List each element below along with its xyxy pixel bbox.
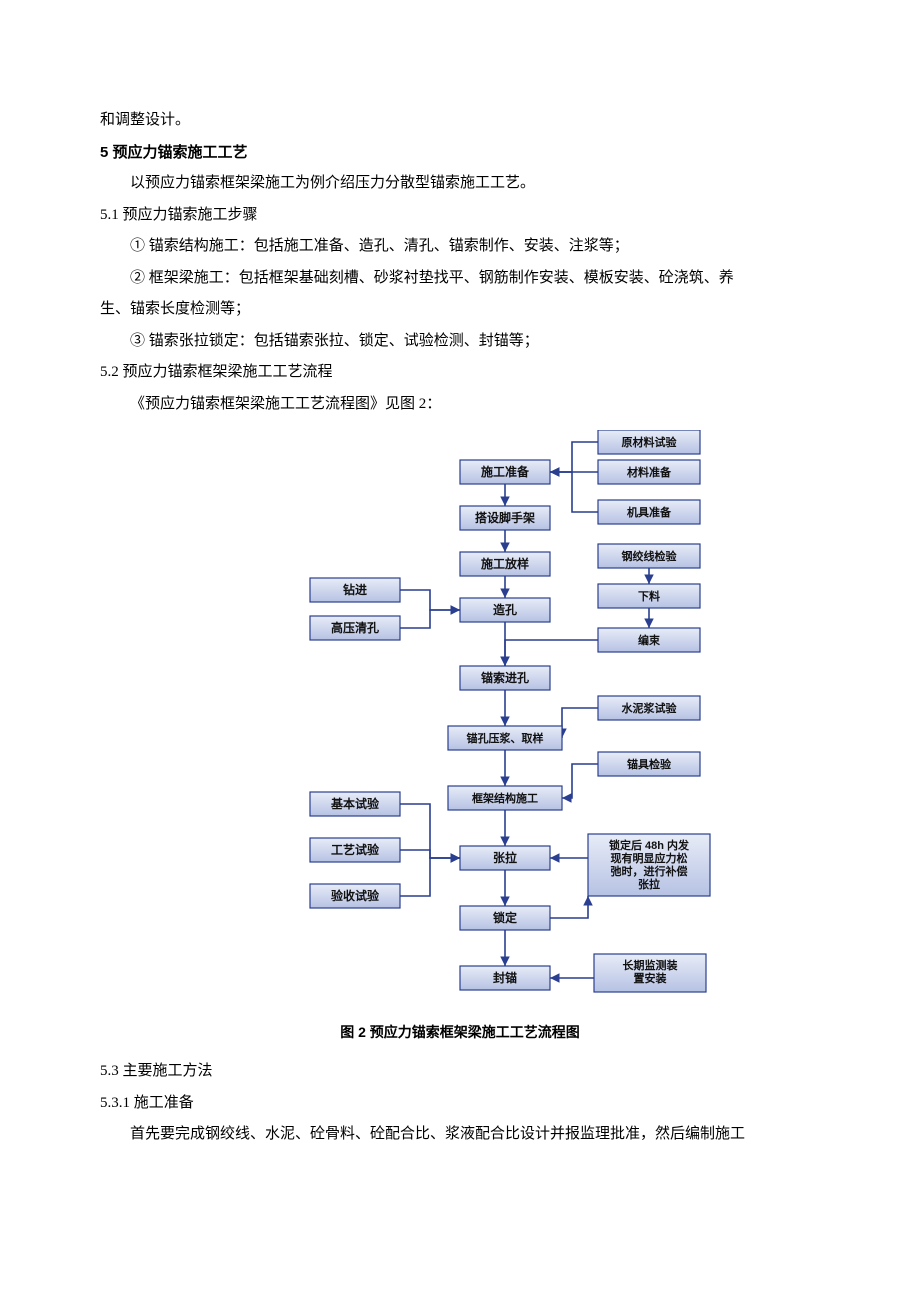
flow-label-layout: 施工放样	[481, 556, 529, 571]
flow-label-note-0: 锁定后 48h 内发	[609, 838, 690, 852]
flow-label-drill: 造孔	[493, 602, 517, 617]
flow-label-cable_in: 锚索进孔	[481, 670, 529, 685]
para-5-1-3: ③ 锚索张拉锁定：包括锚索张拉、锁定、试验检测、封锚等；	[100, 326, 820, 358]
flow-label-tool_prep: 机具准备	[627, 505, 672, 519]
flow-label-grout: 锚孔压浆、取样	[467, 731, 544, 745]
para-5-1-2a: ② 框架梁施工：包括框架基础刻槽、砂浆衬垫找平、钢筋制作安装、模板安装、砼浇筑、…	[100, 263, 820, 295]
para-5-3-1: 首先要完成钢绞线、水泥、砼骨料、砼配合比、浆液配合比设计并报监理批准，然后编制施…	[100, 1119, 820, 1151]
flow-arrow	[550, 472, 598, 512]
flow-label-proc_test: 工艺试验	[331, 842, 380, 857]
flow-label-strand_test: 钢绞线检验	[622, 549, 678, 563]
flow-arrow	[562, 708, 598, 738]
para-5-1-2b: 生、锚索长度检测等；	[100, 294, 820, 326]
flow-arrow	[400, 610, 460, 628]
flow-arrow	[400, 590, 460, 610]
flow-label-note-2: 弛时，进行补偿	[611, 864, 688, 878]
flow-label-mat_prep: 材料准备	[627, 465, 672, 479]
flow-label-prep: 施工准备	[481, 464, 530, 479]
flow-label-note-1: 现有明显应力松	[611, 851, 688, 865]
flow-label-note-3: 张拉	[638, 877, 660, 891]
para-5-2: 《预应力锚索框架梁施工工艺流程图》见图 2：	[100, 389, 820, 421]
para-5-1-1: ① 锚索结构施工：包括施工准备、造孔、清孔、锚索制作、安装、注浆等；	[100, 231, 820, 263]
para-5-intro: 以预应力锚索框架梁施工为例介绍压力分散型锚索施工工艺。	[100, 168, 820, 200]
flow-arrow	[550, 442, 598, 472]
figure-caption: 图 2 预应力锚索框架梁施工工艺流程图	[100, 1022, 820, 1042]
flow-arrow	[400, 850, 460, 858]
flow-label-basic_test: 基本试验	[330, 796, 380, 811]
heading-5-1: 5.1 预应力锚索施工步骤	[100, 200, 820, 232]
flow-arrow	[400, 858, 460, 896]
heading-5-3-1: 5.3.1 施工准备	[100, 1088, 820, 1120]
heading-5-2: 5.2 预应力锚索框架梁施工工艺流程	[100, 357, 820, 389]
heading-5-3: 5.3 主要施工方法	[100, 1056, 820, 1088]
flow-label-hp_clean: 高压清孔	[331, 620, 379, 635]
heading-5: 5 预应力锚索施工工艺	[100, 137, 820, 169]
flow-label-monitor-1: 置安装	[634, 971, 667, 985]
flow-label-monitor-0: 长期监测装	[623, 958, 678, 972]
flow-arrow	[550, 896, 588, 918]
flow-label-cut: 下料	[638, 589, 660, 603]
flow-label-accept_test: 验收试验	[331, 888, 380, 903]
flow-label-bundle: 编束	[638, 633, 661, 647]
flow-label-cement_test: 水泥浆试验	[622, 701, 678, 715]
flow-label-anchor_test: 锚具检验	[627, 757, 672, 771]
flow-label-tension: 张拉	[493, 850, 517, 865]
flow-arrow	[562, 764, 598, 798]
flow-arrow	[505, 640, 598, 666]
flow-label-raw_test: 原材料试验	[622, 435, 678, 449]
flow-label-lock: 锁定	[493, 910, 517, 925]
flowchart: 施工准备搭设脚手架施工放样造孔锚索进孔锚孔压浆、取样框架结构施工张拉锁定封锚原材…	[200, 430, 720, 1010]
para-tail: 和调整设计。	[100, 105, 820, 137]
flow-label-seal: 封锚	[493, 970, 517, 985]
flow-label-scaffold: 搭设脚手架	[475, 510, 535, 525]
flow-label-bore: 钻进	[343, 582, 367, 597]
flow-label-frame: 框架结构施工	[472, 791, 538, 805]
